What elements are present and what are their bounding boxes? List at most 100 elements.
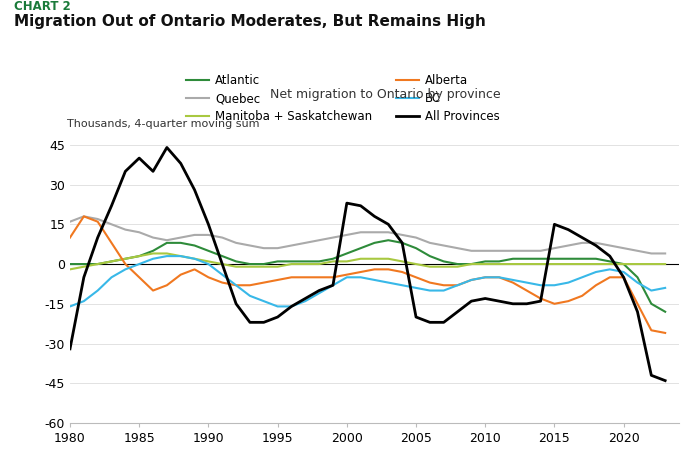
Manitoba + Saskatchewan: [495, 261, 503, 267]
Manitoba + Saskatchewan: [107, 258, 116, 264]
Alberta: [246, 282, 254, 288]
BC: [121, 266, 130, 272]
Atlantic: [522, 256, 531, 262]
Atlantic: [66, 261, 74, 267]
BC: [620, 269, 628, 275]
Manitoba + Saskatchewan: [342, 258, 351, 264]
Alberta: [301, 274, 309, 280]
Atlantic: [80, 261, 88, 267]
BC: [135, 261, 143, 267]
Alberta: [287, 274, 295, 280]
Alberta: [149, 288, 158, 293]
Atlantic: [578, 256, 587, 262]
BC: [287, 304, 295, 309]
Alberta: [592, 282, 600, 288]
Manitoba + Saskatchewan: [509, 261, 517, 267]
Alberta: [509, 280, 517, 285]
BC: [467, 277, 475, 283]
Atlantic: [204, 248, 213, 254]
Text: Thousands, 4-quarter moving sum: Thousands, 4-quarter moving sum: [67, 119, 260, 129]
All Provinces: [342, 200, 351, 206]
BC: [301, 298, 309, 304]
Alberta: [176, 272, 185, 277]
Quebec: [66, 219, 74, 225]
Alberta: [481, 274, 489, 280]
BC: [550, 282, 559, 288]
Atlantic: [260, 261, 268, 267]
All Provinces: [481, 296, 489, 301]
Atlantic: [440, 258, 448, 264]
BC: [66, 304, 74, 309]
BC: [260, 298, 268, 304]
Atlantic: [162, 240, 171, 246]
Quebec: [260, 245, 268, 251]
BC: [190, 256, 199, 262]
Atlantic: [370, 240, 379, 246]
Manitoba + Saskatchewan: [287, 261, 295, 267]
Atlantic: [481, 258, 489, 264]
All Provinces: [661, 378, 669, 384]
Atlantic: [398, 240, 407, 246]
BC: [204, 261, 213, 267]
Atlantic: [301, 258, 309, 264]
Quebec: [315, 237, 323, 243]
BC: [440, 288, 448, 293]
Manitoba + Saskatchewan: [620, 261, 628, 267]
All Provinces: [426, 320, 434, 325]
Alberta: [232, 282, 240, 288]
Manitoba + Saskatchewan: [301, 261, 309, 267]
All Provinces: [606, 253, 614, 259]
Alberta: [370, 266, 379, 272]
All Provinces: [190, 187, 199, 193]
Quebec: [550, 245, 559, 251]
Line: Manitoba + Saskatchewan: Manitoba + Saskatchewan: [70, 253, 665, 269]
All Provinces: [149, 169, 158, 174]
BC: [80, 298, 88, 304]
Text: Net migration to Ontario by province: Net migration to Ontario by province: [270, 88, 500, 101]
Quebec: [509, 248, 517, 254]
Alberta: [564, 298, 573, 304]
All Provinces: [204, 221, 213, 227]
Quebec: [578, 240, 587, 246]
Manitoba + Saskatchewan: [190, 256, 199, 262]
Line: All Provinces: All Provinces: [70, 148, 665, 381]
Alberta: [536, 296, 545, 301]
Alberta: [550, 301, 559, 306]
Alberta: [647, 328, 655, 333]
All Provinces: [454, 309, 462, 314]
Atlantic: [467, 261, 475, 267]
Quebec: [426, 240, 434, 246]
BC: [107, 274, 116, 280]
Atlantic: [315, 258, 323, 264]
Quebec: [522, 248, 531, 254]
All Provinces: [440, 320, 448, 325]
Manitoba + Saskatchewan: [315, 261, 323, 267]
Legend: Atlantic, Quebec, Manitoba + Saskatchewan, Alberta, BC, All Provinces: Atlantic, Quebec, Manitoba + Saskatchewa…: [186, 74, 500, 123]
Quebec: [342, 232, 351, 238]
Manitoba + Saskatchewan: [370, 256, 379, 262]
All Provinces: [287, 304, 295, 309]
All Provinces: [315, 288, 323, 293]
Quebec: [661, 251, 669, 256]
All Provinces: [509, 301, 517, 306]
Manitoba + Saskatchewan: [66, 266, 74, 272]
BC: [412, 285, 420, 291]
Atlantic: [564, 256, 573, 262]
Atlantic: [287, 258, 295, 264]
Manitoba + Saskatchewan: [426, 264, 434, 269]
All Provinces: [647, 373, 655, 378]
Manitoba + Saskatchewan: [204, 258, 213, 264]
Manitoba + Saskatchewan: [412, 261, 420, 267]
BC: [162, 253, 171, 259]
Quebec: [536, 248, 545, 254]
Manitoba + Saskatchewan: [578, 261, 587, 267]
Quebec: [647, 251, 655, 256]
Alberta: [495, 274, 503, 280]
Quebec: [384, 229, 393, 235]
Atlantic: [536, 256, 545, 262]
Alberta: [661, 330, 669, 336]
Alberta: [634, 301, 642, 306]
All Provinces: [121, 169, 130, 174]
Alberta: [342, 272, 351, 277]
Manitoba + Saskatchewan: [454, 264, 462, 269]
